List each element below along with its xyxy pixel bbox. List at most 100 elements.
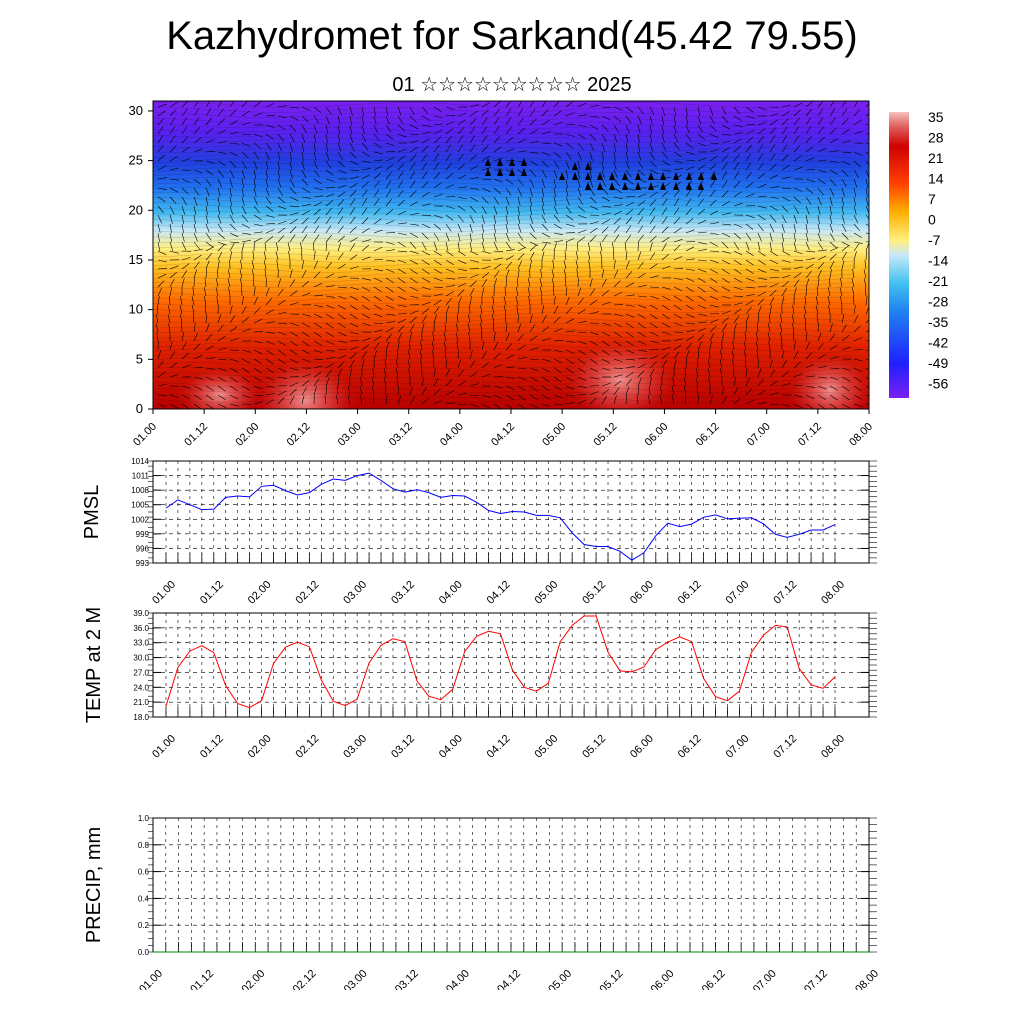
wind-barb <box>265 349 274 355</box>
wind-barb <box>493 232 497 242</box>
wind-barb <box>361 256 371 261</box>
wind-barb <box>565 112 575 117</box>
wind-barb <box>721 396 727 405</box>
wind-barb <box>277 390 287 396</box>
wind-barb <box>841 223 847 233</box>
wind-barb <box>721 317 730 324</box>
wind-barb <box>613 387 620 396</box>
wind-barb <box>601 169 605 179</box>
wind-barb <box>251 269 255 279</box>
wind-barb <box>769 283 779 288</box>
wind-barb <box>385 142 395 146</box>
x-tick-label: 06.00 <box>628 733 656 761</box>
wind-barb <box>504 287 507 297</box>
wind-barb <box>625 225 632 234</box>
wind-pennant <box>597 172 603 180</box>
wind-barb <box>637 115 642 125</box>
wind-barb <box>397 332 402 342</box>
wind-barb <box>301 387 307 396</box>
wind-barb <box>721 295 731 299</box>
contour-line <box>153 242 854 248</box>
wind-barb <box>373 313 383 318</box>
wind-barb <box>527 287 531 297</box>
wind-barb <box>841 140 851 144</box>
y-tick-label: 10 <box>129 302 143 317</box>
wind-barb <box>781 104 791 108</box>
wind-barb <box>457 232 461 242</box>
wind-barb <box>757 378 764 387</box>
wind-barb <box>805 250 815 253</box>
wind-barb <box>325 216 332 225</box>
wind-barb <box>768 341 771 351</box>
wind-barb <box>493 332 496 342</box>
wind-barb <box>732 359 735 369</box>
wind-barb <box>493 257 503 261</box>
wind-barb <box>649 225 656 234</box>
wind-barb <box>589 397 597 405</box>
wind-barb <box>793 341 796 351</box>
wind-barb <box>613 380 622 387</box>
wind-barb <box>793 250 803 255</box>
wind-barb <box>469 126 476 135</box>
wind-barb <box>709 155 718 162</box>
wind-barb <box>625 366 635 369</box>
wind-barb <box>625 115 632 124</box>
x-tick-label: 06.12 <box>676 733 704 761</box>
wind-barb <box>529 232 537 240</box>
wind-barb <box>601 187 609 195</box>
wind-barb <box>613 187 622 194</box>
wind-barb <box>745 223 754 230</box>
wind-barb <box>253 376 262 382</box>
wind-barb <box>205 403 214 409</box>
wind-barb <box>397 395 402 405</box>
wind-barb <box>229 385 238 392</box>
wind-barb <box>289 322 299 326</box>
wind-barb <box>457 196 467 200</box>
wind-barb <box>469 371 478 378</box>
wind-barb <box>445 128 454 135</box>
wind-barb <box>445 241 449 251</box>
wind-barb <box>155 323 159 333</box>
wind-barb <box>829 205 832 215</box>
wind-barb <box>709 232 719 235</box>
wind-barb <box>841 403 851 409</box>
y-tick-label: 999 <box>136 530 150 539</box>
contour-line <box>153 397 854 403</box>
wind-barb <box>433 223 441 231</box>
wind-barb <box>553 214 560 223</box>
wind-pennant <box>660 172 666 180</box>
wind-barb <box>493 187 501 195</box>
wind-barb <box>733 181 741 189</box>
wind-barb <box>613 151 616 161</box>
wind-barb <box>793 287 797 297</box>
wind-barb <box>817 205 821 215</box>
wind-barb <box>325 363 334 369</box>
wind-barb <box>805 101 814 108</box>
wind-barb <box>277 160 280 170</box>
wind-barb <box>613 395 617 405</box>
wind-barb <box>637 304 647 309</box>
wind-barb <box>829 241 837 249</box>
wind-barb <box>637 193 647 198</box>
wind-barb <box>385 321 395 324</box>
wind-barb <box>781 205 789 213</box>
wind-barb <box>697 231 707 234</box>
wind-barb <box>575 251 579 261</box>
wind-barb <box>601 142 605 152</box>
wind-barb <box>193 343 201 351</box>
wind-barb <box>252 251 255 261</box>
wind-barb <box>841 169 849 177</box>
wind-barb <box>313 260 319 270</box>
wind-barb <box>157 350 162 360</box>
wind-barb <box>720 350 723 360</box>
wind-barb <box>325 262 333 270</box>
wind-barb <box>673 142 680 151</box>
wind-barb <box>229 367 239 373</box>
wind-barb <box>493 108 500 117</box>
x-tick-label: 04.12 <box>489 421 517 449</box>
wind-pennant <box>686 172 692 180</box>
wind-barb <box>481 341 485 351</box>
contour-line <box>153 387 854 393</box>
wind-barb <box>253 214 262 221</box>
wind-barb <box>625 394 627 405</box>
